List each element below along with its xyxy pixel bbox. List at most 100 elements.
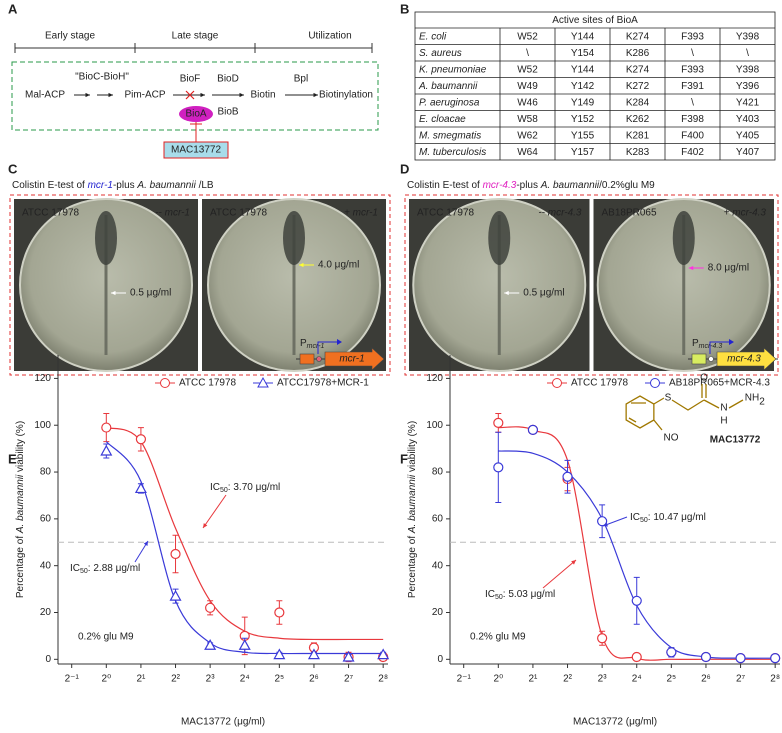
y-label-part: A. baumannii bbox=[15, 474, 26, 534]
panel-label: D bbox=[400, 161, 409, 176]
x-tick-label: 2¹ bbox=[528, 674, 538, 685]
y-tick-label: 100 bbox=[426, 420, 443, 431]
promoter-p: P bbox=[692, 338, 699, 349]
y-tick-label: 120 bbox=[426, 373, 443, 384]
data-point bbox=[770, 653, 781, 664]
x-tick-label: 2⁴ bbox=[240, 674, 250, 685]
data-point bbox=[342, 650, 355, 662]
arrow-head bbox=[313, 92, 318, 98]
table-cell: K272 bbox=[626, 81, 650, 92]
data-point bbox=[134, 482, 147, 494]
plate-tag: + mcr-1 bbox=[344, 208, 378, 219]
table-cell: Y398 bbox=[736, 64, 760, 75]
inhibition-zone bbox=[488, 211, 511, 265]
x-tick-label: 2⁰ bbox=[102, 674, 112, 685]
table-cell: K. pneumoniae bbox=[419, 64, 487, 75]
table-cell: W46 bbox=[517, 97, 538, 108]
atom-label: NO bbox=[664, 433, 679, 444]
pathway-node: BioF bbox=[180, 74, 201, 85]
plate-mic: 0.5 μg/ml bbox=[130, 288, 171, 299]
rbs bbox=[708, 356, 714, 362]
table-cell: Y154 bbox=[571, 48, 595, 59]
plate-mic: 4.0 μg/ml bbox=[318, 260, 359, 271]
pathway-node: Bpl bbox=[294, 74, 308, 85]
caption-part: /LB bbox=[196, 180, 214, 191]
x-tick-label: 2⁸ bbox=[378, 674, 388, 685]
atom-label: 2 bbox=[759, 397, 765, 408]
ic50-annotation: IC50: 3.70 μg/ml bbox=[210, 482, 280, 494]
data-point bbox=[101, 422, 112, 433]
legend-marker bbox=[552, 378, 562, 388]
promoter-arrow bbox=[709, 341, 730, 354]
atom-label: H bbox=[720, 416, 727, 427]
data-point bbox=[666, 647, 677, 658]
data-point bbox=[307, 648, 320, 660]
plate-mic: 0.5 μg/ml bbox=[523, 288, 564, 299]
table-cell: K262 bbox=[626, 114, 650, 125]
caption-part: /0.2%glu M9 bbox=[599, 180, 655, 191]
arrow-head bbox=[299, 262, 304, 268]
table-cell: E. coli bbox=[419, 31, 447, 42]
ic50-sub: 50 bbox=[640, 517, 648, 524]
stage-label: Utilization bbox=[308, 31, 351, 42]
table-cell: K286 bbox=[626, 48, 650, 59]
data-point bbox=[631, 651, 642, 663]
data-point bbox=[700, 651, 712, 663]
table-cell: \ bbox=[746, 48, 749, 59]
pathway-box bbox=[11, 61, 379, 131]
arrow-head bbox=[504, 290, 509, 296]
etest-caption: Colistin E-test of mcr-4.3-plus A. bauma… bbox=[407, 180, 655, 191]
y-label-part: Percentage of bbox=[15, 533, 26, 598]
caption-part: -plus bbox=[113, 180, 137, 191]
ic50-rest: : 10.47 μg/ml bbox=[648, 512, 706, 523]
y-label-part: Percentage of bbox=[407, 533, 418, 598]
table-cell: S. aureus bbox=[419, 48, 462, 59]
table-cell: K274 bbox=[626, 31, 650, 42]
condition-label: 0.2% glu M9 bbox=[78, 632, 134, 643]
table-cell: W52 bbox=[517, 31, 538, 42]
table-cell: Y157 bbox=[571, 147, 595, 158]
inhibit-x bbox=[185, 90, 195, 100]
table-cell: F402 bbox=[681, 147, 704, 158]
pathway-node: Pim-ACP bbox=[124, 90, 165, 101]
arrow-head bbox=[688, 265, 694, 271]
promoter-box bbox=[299, 353, 315, 365]
arrow-head bbox=[571, 560, 576, 565]
pathway-node: BioB bbox=[217, 107, 238, 118]
pathway-node: Biotinylation bbox=[319, 90, 373, 101]
ic50-prefix: IC bbox=[630, 512, 640, 523]
legend-label: AB18PR065+MCR-4.3 bbox=[669, 378, 770, 389]
caption-part: mcr-4.3 bbox=[483, 180, 517, 191]
stage-label: Late stage bbox=[172, 31, 219, 42]
panel-label: A bbox=[8, 1, 18, 16]
data-point bbox=[170, 548, 181, 560]
y-tick-label: 0 bbox=[45, 654, 51, 665]
promoter-p: P bbox=[300, 338, 307, 349]
ic50-sub: 50 bbox=[220, 487, 228, 494]
inhibition-zone bbox=[283, 211, 305, 265]
table-cell: W62 bbox=[517, 130, 538, 141]
ic50-prefix: IC bbox=[210, 482, 220, 493]
y-tick-label: 20 bbox=[432, 607, 444, 618]
x-tick-label: 2⁻¹ bbox=[65, 674, 80, 685]
x-axis-label: MAC13772 (μg/ml) bbox=[573, 717, 657, 728]
data-point bbox=[493, 417, 504, 428]
promoter-box bbox=[691, 353, 707, 365]
x-tick-label: 2⁶ bbox=[701, 674, 711, 685]
panel-label: B bbox=[400, 1, 409, 16]
fit-curve bbox=[498, 450, 776, 659]
promoter-arrow-head bbox=[729, 339, 734, 345]
table-cell: W58 bbox=[517, 114, 538, 125]
gene-label: mcr-4.3 bbox=[727, 354, 761, 365]
atom-label: S bbox=[665, 393, 672, 404]
table-cell: Y149 bbox=[571, 97, 595, 108]
data-point bbox=[597, 516, 608, 527]
ic50-rest: : 5.03 μg/ml bbox=[503, 589, 555, 600]
data-point bbox=[377, 648, 390, 660]
y-tick-label: 60 bbox=[432, 514, 444, 525]
legend-label: ATCC 17978 bbox=[571, 378, 629, 389]
table-cell: A. baumannii bbox=[418, 81, 478, 92]
gene-arrow bbox=[324, 347, 385, 371]
ic50-sub: 50 bbox=[80, 568, 88, 575]
pathway-node: "BioC-BioH" bbox=[75, 72, 129, 83]
